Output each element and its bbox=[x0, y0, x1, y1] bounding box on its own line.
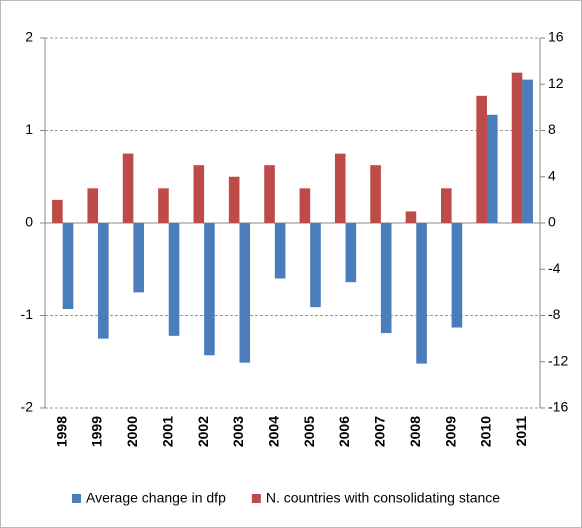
y2-tick-label: 12 bbox=[548, 75, 564, 91]
bar bbox=[264, 165, 275, 223]
bar bbox=[239, 223, 251, 363]
x-tick-label: 2004 bbox=[266, 416, 282, 447]
bar bbox=[380, 223, 392, 334]
y2-tick-label: -8 bbox=[548, 306, 561, 322]
x-tick-label: 2005 bbox=[301, 416, 317, 447]
y2-tick-label: -4 bbox=[548, 260, 561, 276]
bar bbox=[62, 223, 74, 310]
legend-label: N. countries with consolidating stance bbox=[266, 490, 500, 506]
y2-tick-label: -16 bbox=[548, 399, 568, 415]
y-tick-label: 0 bbox=[25, 214, 33, 230]
bar bbox=[122, 153, 134, 223]
bar bbox=[405, 211, 417, 223]
x-tick-label: 2010 bbox=[478, 416, 494, 447]
bar bbox=[87, 188, 99, 223]
bar bbox=[345, 223, 357, 283]
x-tick-label: 2002 bbox=[195, 416, 211, 447]
bar bbox=[511, 72, 523, 223]
bar bbox=[441, 188, 452, 223]
y2-tick-label: 4 bbox=[548, 167, 556, 183]
x-tick-label: 2009 bbox=[442, 416, 458, 447]
bar bbox=[204, 223, 215, 356]
bar bbox=[370, 165, 381, 223]
bar bbox=[522, 79, 533, 223]
bar bbox=[486, 114, 498, 223]
x-tick-label: 2000 bbox=[124, 416, 140, 447]
x-tick-label: 2008 bbox=[407, 416, 423, 447]
bar bbox=[334, 153, 346, 223]
x-tick-label: 2011 bbox=[513, 416, 529, 447]
bar bbox=[133, 223, 144, 293]
bar bbox=[52, 199, 63, 223]
bar bbox=[228, 176, 240, 223]
y-tick-label: -2 bbox=[21, 399, 34, 415]
legend-swatch bbox=[251, 494, 261, 503]
x-tick-label: 1999 bbox=[89, 416, 105, 447]
bar bbox=[98, 223, 109, 339]
legend-label: Average change in dfp bbox=[86, 490, 226, 506]
x-tick-label: 2007 bbox=[372, 416, 388, 447]
bar bbox=[476, 95, 487, 223]
bar bbox=[193, 165, 205, 223]
y2-tick-label: -12 bbox=[548, 352, 568, 368]
y-tick-label: 1 bbox=[25, 121, 33, 137]
x-tick-label: 1998 bbox=[53, 416, 69, 447]
bar bbox=[416, 223, 427, 364]
bar bbox=[299, 188, 311, 223]
y2-tick-label: 0 bbox=[548, 214, 556, 230]
bar bbox=[274, 223, 286, 279]
bar bbox=[310, 223, 321, 308]
x-tick-label: 2003 bbox=[230, 416, 246, 447]
y-tick-label: 2 bbox=[25, 29, 33, 45]
legend-swatch bbox=[72, 494, 81, 503]
bar bbox=[451, 223, 463, 328]
x-tick-label: 2006 bbox=[336, 416, 352, 447]
x-tick-label: 2001 bbox=[159, 416, 175, 447]
y-tick-label: -1 bbox=[21, 306, 34, 322]
y2-tick-label: 8 bbox=[548, 121, 556, 137]
y2-tick-label: 16 bbox=[548, 29, 564, 45]
bar bbox=[158, 188, 169, 223]
bar bbox=[168, 223, 180, 336]
